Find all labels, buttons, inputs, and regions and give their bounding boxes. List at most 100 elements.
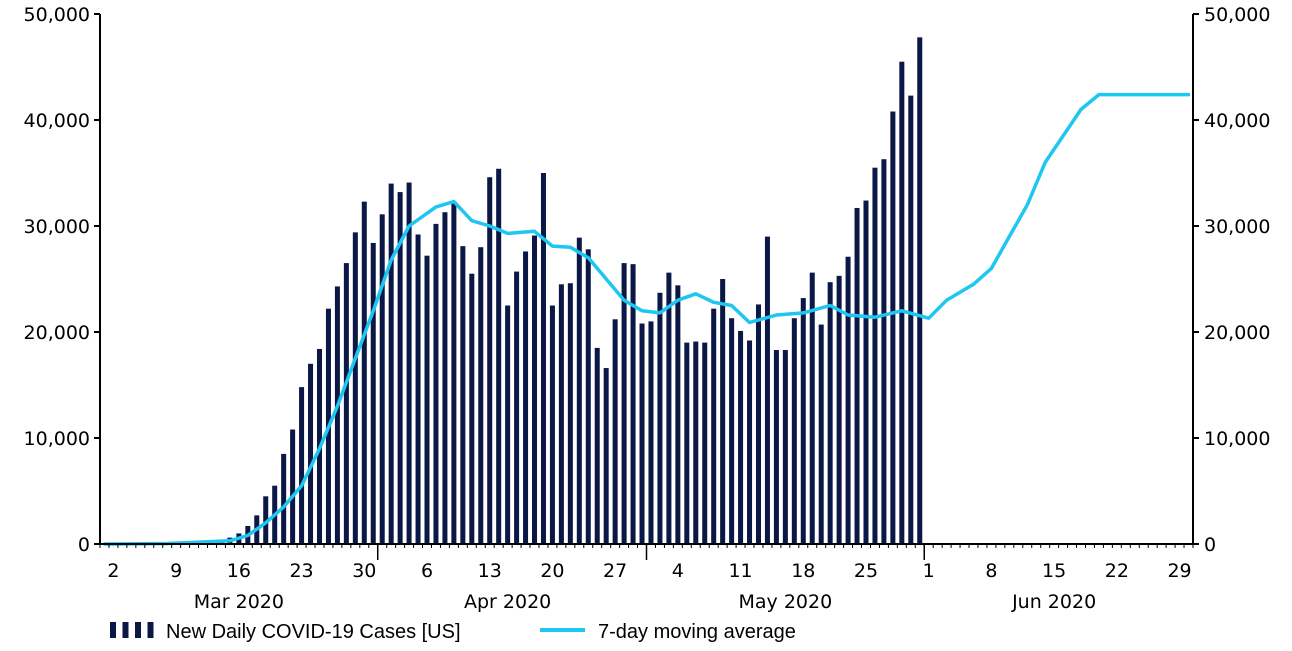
left-y-tick-label: 30,000	[24, 216, 90, 238]
left-y-tick-label: 10,000	[24, 428, 90, 450]
x-tick-label: 13	[478, 560, 502, 582]
bar	[379, 214, 385, 544]
bar	[308, 363, 314, 544]
bar	[299, 387, 305, 544]
bar	[872, 167, 878, 544]
month-label: Jun 2020	[1011, 591, 1096, 613]
bar	[558, 284, 564, 544]
bar	[657, 292, 663, 544]
bar	[263, 496, 269, 544]
legend-bar-swatch	[110, 622, 116, 638]
bar	[809, 272, 815, 544]
bar	[496, 168, 502, 544]
bar	[854, 207, 860, 545]
bar	[361, 201, 367, 544]
bar	[755, 304, 761, 544]
legend-bar-swatch	[122, 622, 129, 638]
x-tick-label: 23	[289, 560, 313, 582]
bar	[505, 305, 511, 544]
bar	[863, 200, 869, 544]
bar	[818, 324, 824, 544]
right-y-tick-label: 40,000	[1204, 110, 1270, 132]
bar	[684, 342, 690, 544]
bar	[773, 350, 779, 544]
x-tick-label: 22	[1105, 560, 1129, 582]
bar	[567, 283, 573, 544]
legend-label-cases: New Daily COVID-19 Cases [US]	[166, 621, 461, 643]
right-y-tick-label: 30,000	[1204, 216, 1270, 238]
bar	[469, 273, 475, 544]
bar	[460, 246, 466, 544]
left-y-tick-label: 50,000	[24, 4, 90, 26]
bar	[845, 256, 851, 544]
bar	[764, 236, 770, 544]
bar	[899, 61, 905, 544]
bar	[585, 249, 591, 544]
bar	[702, 342, 708, 544]
bar	[800, 298, 806, 544]
bar	[782, 350, 788, 544]
right-y-tick-label: 0	[1204, 534, 1216, 556]
bar	[334, 286, 340, 544]
month-label: May 2020	[739, 591, 833, 613]
bar	[442, 212, 448, 544]
x-tick-label: 30	[352, 560, 376, 582]
bar	[747, 340, 753, 544]
bar	[532, 235, 538, 545]
bar-series	[218, 37, 923, 545]
x-tick-label: 20	[540, 560, 564, 582]
bar	[836, 275, 842, 544]
x-tick-label: 27	[603, 560, 627, 582]
x-tick-label: 8	[985, 560, 997, 582]
month-label: Apr 2020	[464, 591, 551, 613]
bar	[415, 234, 421, 545]
x-tick-label: 1	[923, 560, 935, 582]
right-y-tick-label: 10,000	[1204, 428, 1270, 450]
bar	[352, 232, 358, 545]
moving-average-series	[102, 92, 1191, 546]
bar	[612, 319, 618, 544]
bar	[720, 279, 726, 544]
x-tick-label: 15	[1042, 560, 1066, 582]
right-y-tick-label: 20,000	[1204, 322, 1270, 344]
legend-label-average: 7-day moving average	[598, 621, 796, 643]
bar	[639, 323, 645, 544]
left-y-tick-label: 40,000	[24, 110, 90, 132]
x-tick-label: 11	[728, 560, 752, 582]
bar	[281, 453, 287, 544]
bar	[424, 255, 430, 544]
left-y-tick-label: 0	[78, 534, 90, 556]
right-y-tick-label: 50,000	[1204, 4, 1270, 26]
bar	[621, 263, 627, 544]
bar	[540, 173, 546, 544]
bar	[594, 347, 600, 544]
legend: New Daily COVID-19 Cases [US] 7-day movin…	[110, 621, 796, 643]
bar	[433, 223, 439, 544]
bar	[370, 242, 376, 544]
bar	[523, 251, 529, 544]
bar	[827, 282, 833, 544]
x-tick-label: 2	[107, 560, 119, 582]
bar	[603, 368, 609, 544]
legend-bar-swatch	[135, 622, 141, 638]
moving-average-line	[102, 92, 1191, 546]
bar	[290, 429, 296, 544]
bar	[648, 321, 654, 544]
bar	[791, 318, 797, 544]
bar	[917, 37, 923, 544]
month-label: Mar 2020	[194, 591, 284, 613]
bar	[693, 341, 699, 544]
bar	[576, 237, 582, 544]
bar	[397, 192, 403, 544]
legend-bar-swatch	[147, 622, 154, 638]
bar	[881, 159, 887, 544]
x-tick-label: 6	[421, 560, 433, 582]
x-tick-label: 25	[854, 560, 878, 582]
x-tick-label: 9	[170, 560, 182, 582]
bar	[908, 95, 914, 545]
x-tick-label: 4	[672, 560, 684, 582]
bar	[738, 330, 744, 544]
bar	[890, 111, 896, 545]
bar	[514, 271, 520, 544]
